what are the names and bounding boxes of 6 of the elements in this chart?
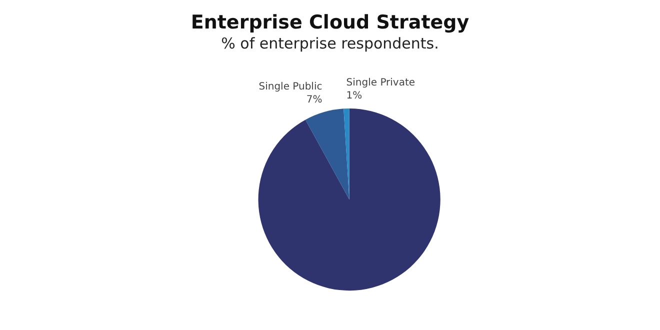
slice-label: Single Public (258, 81, 322, 92)
chart-subtitle: % of enterprise respondents. (221, 34, 439, 52)
data-label: 1% (346, 90, 362, 102)
chart-title: Enterprise Cloud Strategy (190, 12, 470, 34)
data-label: 7% (306, 94, 322, 106)
slice-label: Single Private (346, 78, 416, 89)
